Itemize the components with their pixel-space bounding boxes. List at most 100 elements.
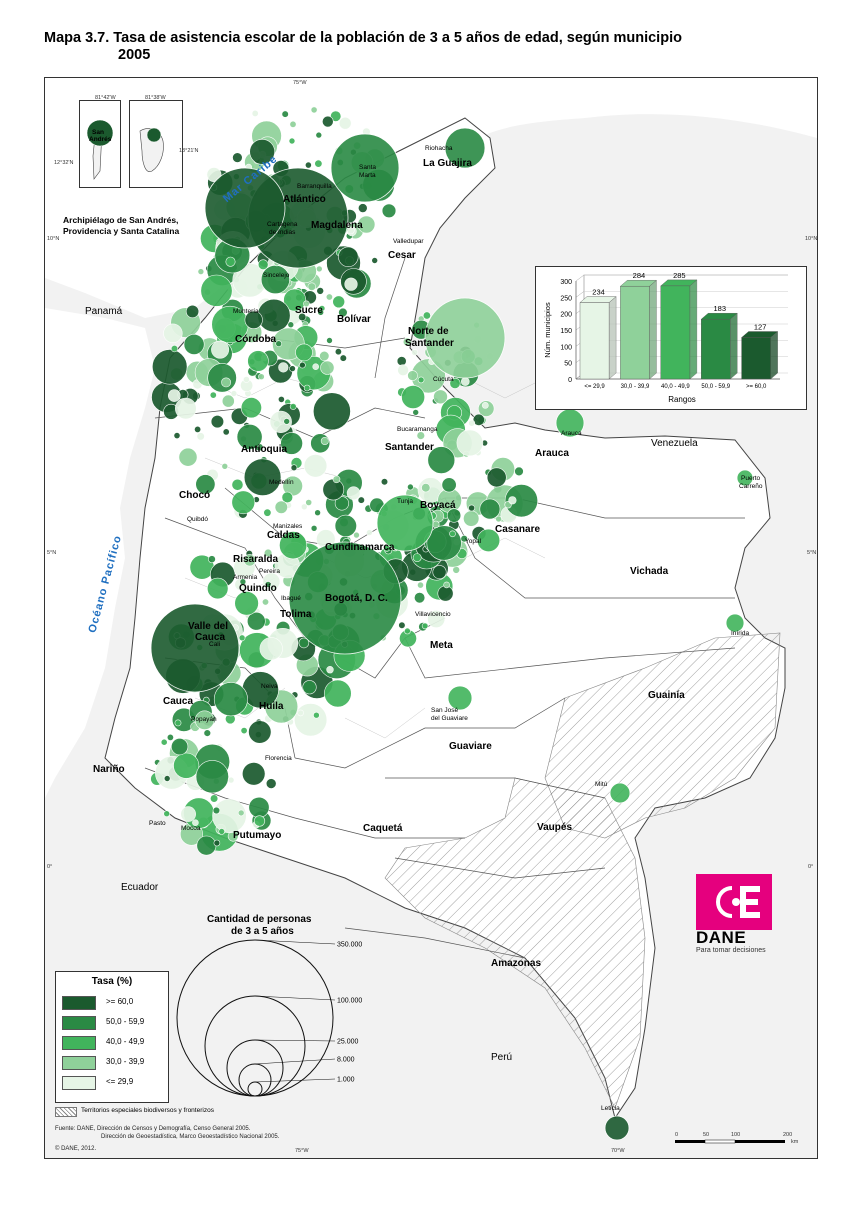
- scale-bar: [675, 1139, 785, 1144]
- city-neiva: Neiva: [261, 683, 278, 690]
- municipality-bubble: [433, 389, 448, 405]
- dept-valle-2: Cauca: [195, 632, 226, 643]
- municipality-bubble: [248, 720, 272, 744]
- municipality-bubble: [421, 483, 431, 493]
- municipality-bubble: [243, 458, 282, 496]
- chart-y-tick-label: 300: [560, 279, 572, 286]
- coord-right-0: 0°: [808, 864, 814, 870]
- municipality-bubble: [251, 109, 259, 117]
- city-san-jose-1: San José: [431, 707, 459, 714]
- city-riohacha: Riohacha: [425, 145, 453, 152]
- municipality-bubble: [163, 810, 170, 818]
- scale-tick-label: 50: [703, 1132, 710, 1138]
- dept-cordoba: Córdoba: [235, 334, 277, 345]
- municipality-bubble: [213, 839, 221, 847]
- size-legend-value: 8.000: [337, 1057, 355, 1064]
- coord-right-10n: 10°N: [805, 236, 818, 242]
- dept-guainia: Guainía: [648, 690, 685, 701]
- municipality-bubble: [446, 508, 462, 523]
- municipality-bubble: [472, 413, 485, 426]
- color-legend-swatch: [62, 1056, 96, 1070]
- country-ecuador: Ecuador: [121, 882, 159, 893]
- municipality-bubble: [274, 500, 288, 514]
- chart-value-label: 234: [592, 288, 605, 297]
- chart-bar: [619, 279, 658, 380]
- city-mocoa: Mocoa: [181, 825, 201, 832]
- inset-coord-c: 12°32'N: [54, 160, 74, 166]
- municipality-bubble: [163, 775, 171, 782]
- municipality-bubble: [427, 609, 446, 628]
- color-legend-item: 30,0 - 39,9: [62, 1056, 162, 1070]
- municipality-bubble: [232, 152, 243, 163]
- scale-tick-label: 0: [675, 1132, 679, 1138]
- color-legend-swatch: [62, 1016, 96, 1030]
- dane-name: DANE: [696, 928, 747, 947]
- municipality-bubble: [357, 215, 376, 234]
- municipality-bubble: [237, 809, 245, 817]
- inset-coord-a: 81°42'W: [95, 95, 116, 101]
- municipality-bubble: [289, 403, 297, 410]
- city-inirida: Inírida: [731, 630, 750, 637]
- municipality-bubble: [307, 282, 316, 291]
- municipality-bubble: [314, 159, 323, 168]
- size-legend-value: 1.000: [337, 1077, 355, 1084]
- municipality-bubble: [320, 360, 335, 375]
- municipality-bubble: [481, 401, 489, 409]
- municipality-bubble: [397, 364, 409, 377]
- municipality-bubble: [725, 613, 745, 633]
- city-medellin: Medellín: [269, 479, 294, 486]
- municipality-bubble: [211, 340, 230, 359]
- municipality-bubble: [281, 110, 289, 118]
- dept-quindio: Quindío: [239, 583, 277, 594]
- dept-narino: Nariño: [93, 764, 125, 775]
- dept-cesar: Cesar: [388, 250, 416, 261]
- municipality-bubble: [289, 365, 296, 372]
- city-barranquilla: Barranquilla: [297, 183, 332, 190]
- city-san-jose-2: del Guaviare: [431, 715, 468, 722]
- municipality-bubble: [210, 794, 219, 803]
- municipality-bubble: [207, 555, 216, 564]
- city-puerto-carreno-2: Carreño: [739, 483, 763, 490]
- dept-atlantico: Atlántico: [283, 194, 326, 205]
- municipality-bubble: [427, 446, 456, 474]
- municipality-bubble: [332, 475, 341, 484]
- municipality-bubble: [195, 760, 229, 794]
- chart-gridline: [575, 274, 585, 282]
- municipality-bubble: [242, 376, 250, 383]
- municipality-bubble: [279, 531, 308, 560]
- municipality-bubble: [150, 603, 240, 693]
- color-legend: Tasa (%) >= 60,0 50,0 - 59,9 40,0 - 49,9 30…: [55, 971, 169, 1103]
- size-legend-title-1: Cantidad de personas: [207, 914, 312, 925]
- municipality-bubble: [338, 116, 352, 130]
- color-legend-label: 50,0 - 59,9: [106, 1017, 145, 1026]
- municipality-bubble: [298, 312, 307, 322]
- municipality-bubble: [200, 274, 233, 307]
- municipality-bubble: [334, 496, 350, 511]
- municipality-bubble: [203, 729, 212, 737]
- municipality-bubble: [253, 815, 266, 827]
- municipality-bubble: [312, 363, 320, 371]
- dept-caldas: Caldas: [267, 530, 300, 541]
- dept-casanare: Casanare: [495, 524, 541, 535]
- dept-tolima: Tolima: [280, 609, 312, 620]
- municipality-bubble: [460, 535, 468, 543]
- municipality-bubble: [262, 598, 270, 606]
- dept-arauca: Arauca: [535, 448, 569, 459]
- municipality-bubble: [283, 288, 307, 312]
- title-line-1: Mapa 3.7. Tasa de asistencia escolar de …: [44, 30, 682, 46]
- municipality-bubble: [196, 432, 205, 441]
- city-arauca: Arauca: [561, 430, 582, 437]
- municipality-bubble: [412, 553, 422, 562]
- municipality-bubble: [173, 752, 200, 779]
- dept-antioquia: Antioquia: [241, 444, 288, 455]
- scale-unit: km: [791, 1139, 799, 1145]
- scale-tick-label: 100: [731, 1132, 741, 1138]
- municipality-bubble: [468, 504, 475, 512]
- municipality-bubble: [449, 377, 461, 389]
- city-cartagena-1: Cartagena: [267, 221, 298, 228]
- municipality-bubble: [444, 127, 486, 169]
- municipality-bubble: [303, 384, 311, 392]
- city-cucuta: Cúcuta: [433, 376, 454, 383]
- municipality-bubble: [504, 484, 539, 518]
- bubble-layer: [150, 106, 754, 1141]
